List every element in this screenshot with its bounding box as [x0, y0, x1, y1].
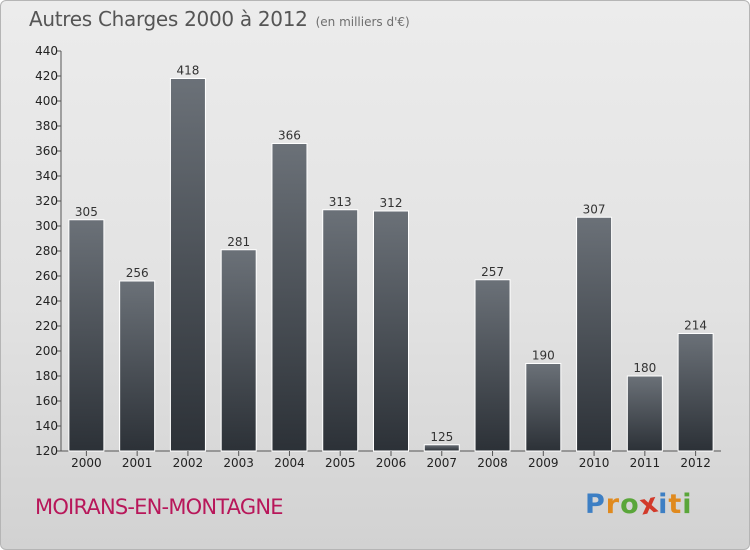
bar-value-label: 190 — [532, 349, 555, 363]
bar-value-label: 312 — [380, 196, 403, 210]
bar-value-label: 313 — [329, 195, 352, 209]
bar — [169, 78, 206, 452]
y-tick-label: 400 — [35, 94, 58, 108]
bar — [220, 249, 257, 452]
commune-name: MOIRANS-EN-MONTAGNE — [35, 495, 284, 519]
y-tick-label: 240 — [35, 294, 58, 308]
y-tick-label: 220 — [35, 319, 58, 333]
bar-value-label: 366 — [278, 129, 301, 143]
bar-value-label: 305 — [75, 205, 98, 219]
chart-subtitle: (en milliers d'€) — [315, 15, 410, 29]
x-tick-label: 2003 — [223, 456, 254, 470]
bar-value-label: 257 — [481, 265, 504, 279]
x-tick-label: 2012 — [680, 456, 711, 470]
bar — [576, 216, 613, 452]
bar-value-label: 125 — [430, 430, 453, 444]
y-tick-label: 120 — [35, 444, 58, 458]
y-tick-label: 300 — [35, 219, 58, 233]
x-tick-label: 2005 — [325, 456, 356, 470]
bar — [68, 219, 105, 452]
bar-value-label: 214 — [684, 319, 707, 333]
y-tick-label: 260 — [35, 269, 58, 283]
y-tick-label: 140 — [35, 419, 58, 433]
y-tick-label: 420 — [35, 69, 58, 83]
y-tick-label: 360 — [35, 144, 58, 158]
y-tick-label: 200 — [35, 344, 58, 358]
proxiti-logo: Proxiti — [585, 487, 693, 521]
bar — [373, 210, 409, 452]
bar — [423, 444, 460, 452]
x-tick-label: 2011 — [630, 456, 661, 470]
logo-letter: P — [585, 489, 606, 520]
x-tick-label: 2002 — [173, 456, 204, 470]
y-tick-label: 320 — [35, 194, 58, 208]
bar-value-label: 256 — [126, 266, 149, 280]
bar — [322, 209, 359, 452]
bar — [271, 143, 308, 452]
bar-value-label: 281 — [227, 235, 250, 249]
y-tick-label: 160 — [35, 394, 58, 408]
bar — [626, 375, 663, 452]
bar — [474, 279, 511, 452]
bar — [119, 280, 156, 452]
x-tick-label: 2010 — [579, 456, 610, 470]
logo-letter: i — [658, 489, 669, 520]
bar — [677, 333, 714, 452]
x-tick-label: 2009 — [528, 456, 559, 470]
x-tick-label: 2004 — [274, 456, 305, 470]
logo-letter: r — [605, 489, 621, 520]
y-tick-label: 440 — [35, 44, 58, 58]
x-tick-label: 2007 — [426, 456, 457, 470]
chart-header: Autres Charges 2000 à 2012 (en milliers d… — [29, 7, 410, 31]
y-tick-label: 280 — [35, 244, 58, 258]
bar-value-label: 180 — [633, 361, 656, 375]
y-tick-label: 380 — [35, 119, 58, 133]
x-tick-label: 2006 — [376, 456, 407, 470]
chart-title: Autres Charges 2000 à 2012 — [29, 7, 308, 31]
logo-letter: i — [682, 489, 693, 520]
bar-value-label: 418 — [176, 64, 199, 78]
bar — [525, 363, 562, 452]
y-tick-label: 180 — [35, 369, 58, 383]
logo-letter: t — [668, 489, 683, 520]
x-tick-label: 2001 — [122, 456, 153, 470]
logo-letter: o — [620, 489, 640, 520]
y-tick-label: 340 — [35, 169, 58, 183]
x-tick-label: 2008 — [477, 456, 508, 470]
x-tick-label: 2000 — [71, 456, 102, 470]
bar-value-label: 307 — [583, 202, 606, 216]
